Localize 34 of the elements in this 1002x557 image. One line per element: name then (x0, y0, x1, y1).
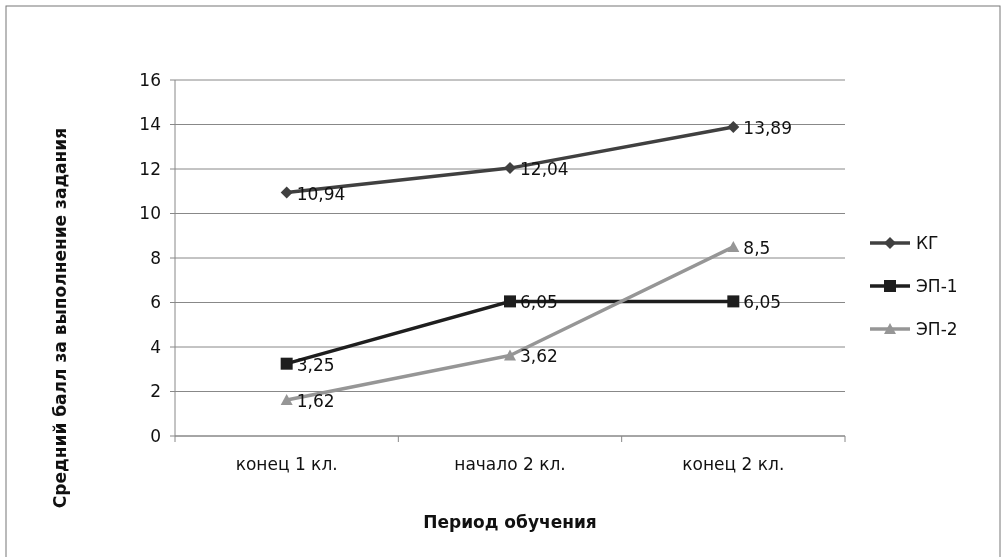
x-axis-title: Период обучения (423, 512, 597, 532)
point (727, 120, 740, 133)
point (280, 357, 293, 370)
point (727, 295, 740, 308)
y-tick-label: 12 (139, 158, 161, 179)
data-label: 13,89 (743, 117, 793, 138)
y-tick-label: 2 (150, 381, 161, 402)
x-tick-label: конец 1 кл. (235, 454, 338, 474)
y-tick-label: 14 (139, 114, 161, 135)
y-tick-label: 16 (139, 69, 161, 90)
legend-label: ЭП-1 (916, 275, 958, 296)
point (280, 393, 293, 405)
y-tick-label: 10 (139, 203, 161, 224)
data-label: 1,62 (296, 390, 335, 411)
y-tick-label: 8 (150, 247, 161, 268)
data-label: 3,25 (296, 354, 335, 375)
y-axis-title: Средний балл за выполнение задания (50, 127, 70, 509)
legend-label: ЭП-2 (916, 318, 958, 339)
point (504, 295, 516, 308)
point (504, 162, 516, 175)
point (727, 240, 740, 252)
data-label: 3,62 (520, 346, 558, 367)
legend-label: КГ (916, 232, 939, 253)
data-label: 10,94 (296, 183, 346, 204)
x-tick-label: конец 2 кл. (682, 454, 785, 474)
data-label: 6,05 (743, 292, 782, 313)
y-tick-label: 4 (150, 336, 161, 357)
point (504, 349, 516, 361)
y-tick-label: 0 (150, 425, 161, 446)
data-label: 8,5 (743, 237, 771, 258)
y-tick-label: 6 (150, 292, 161, 313)
data-label: 12,04 (520, 159, 569, 180)
x-tick-label: начало 2 кл. (454, 454, 566, 474)
point (280, 186, 293, 199)
